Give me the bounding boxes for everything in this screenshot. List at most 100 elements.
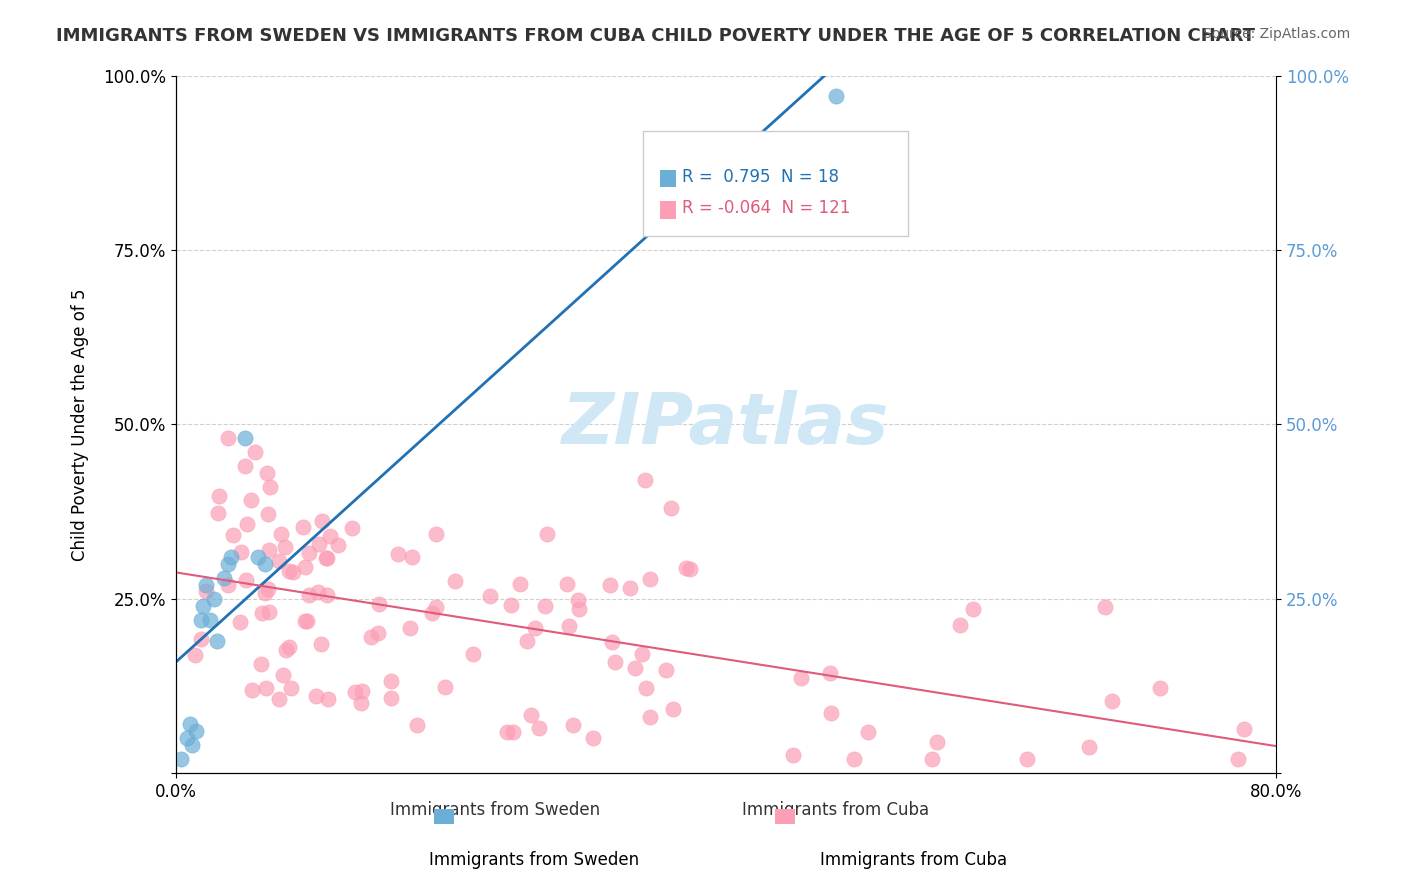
Point <box>294 614 316 628</box>
Point <box>675 561 697 575</box>
Point <box>679 561 702 575</box>
Point <box>190 632 212 646</box>
Point <box>297 546 319 560</box>
Point <box>257 606 280 620</box>
Point <box>200 613 222 627</box>
Point <box>247 549 270 564</box>
Point <box>582 731 605 746</box>
Point <box>276 643 298 657</box>
Point <box>638 709 661 723</box>
Point <box>236 517 259 532</box>
Point <box>179 717 201 731</box>
Point <box>242 682 264 697</box>
Point <box>231 545 253 559</box>
Point <box>502 725 524 739</box>
Point <box>425 527 447 541</box>
Text: Immigrants from Sweden: Immigrants from Sweden <box>389 801 600 819</box>
Point <box>844 752 866 766</box>
FancyBboxPatch shape <box>644 131 907 236</box>
Point <box>655 664 678 678</box>
Point <box>233 431 256 445</box>
Text: R =  0.795  N = 18: R = 0.795 N = 18 <box>682 168 839 186</box>
Point <box>219 549 242 564</box>
Text: R = -0.064  N = 121: R = -0.064 N = 121 <box>682 199 851 217</box>
Point <box>962 601 984 615</box>
Point <box>270 527 292 541</box>
Point <box>195 578 218 592</box>
Point <box>367 626 389 640</box>
Point <box>315 588 337 602</box>
Point <box>271 668 294 682</box>
Point <box>254 557 277 571</box>
Point <box>277 565 299 579</box>
Point <box>254 586 277 600</box>
Point <box>277 640 299 654</box>
Point <box>194 584 217 599</box>
Point <box>326 538 349 552</box>
Point <box>561 717 583 731</box>
Point <box>176 731 198 746</box>
Point <box>368 597 391 611</box>
Y-axis label: Child Poverty Under the Age of 5: Child Poverty Under the Age of 5 <box>72 288 89 561</box>
Point <box>281 565 304 579</box>
Point <box>600 635 623 649</box>
Point <box>233 459 256 474</box>
FancyBboxPatch shape <box>659 169 676 187</box>
Point <box>1094 600 1116 615</box>
Point <box>298 588 321 602</box>
Point <box>240 493 263 508</box>
Point <box>631 647 654 661</box>
Point <box>259 480 281 494</box>
Point <box>527 721 550 735</box>
Text: IMMIGRANTS FROM SWEDEN VS IMMIGRANTS FROM CUBA CHILD POVERTY UNDER THE AGE OF 5 : IMMIGRANTS FROM SWEDEN VS IMMIGRANTS FRO… <box>56 27 1256 45</box>
Point <box>186 724 208 739</box>
Point <box>568 601 591 615</box>
Point <box>558 618 581 632</box>
Point <box>256 582 278 596</box>
Point <box>221 527 243 541</box>
Point <box>360 631 382 645</box>
Point <box>925 735 948 749</box>
Text: Source: ZipAtlas.com: Source: ZipAtlas.com <box>1202 27 1350 41</box>
Point <box>305 690 328 704</box>
Point <box>420 606 443 620</box>
Point <box>634 473 657 487</box>
Point <box>401 549 423 564</box>
Point <box>555 577 578 591</box>
Text: Immigrants from Sweden: Immigrants from Sweden <box>429 851 640 869</box>
Point <box>1226 752 1249 766</box>
Point <box>509 576 531 591</box>
Point <box>202 591 225 606</box>
Point <box>267 692 290 706</box>
Point <box>820 706 842 720</box>
Point <box>207 506 229 520</box>
Point <box>294 560 316 574</box>
Point <box>516 634 538 648</box>
Point <box>662 702 685 716</box>
Point <box>1101 693 1123 707</box>
Point <box>181 739 204 753</box>
Point <box>1077 740 1099 755</box>
Point <box>523 621 546 635</box>
Point <box>307 585 329 599</box>
FancyBboxPatch shape <box>776 809 796 824</box>
Point <box>319 529 342 543</box>
Point <box>256 467 278 481</box>
Point <box>1149 681 1171 696</box>
Point <box>316 692 339 706</box>
Point <box>254 681 277 696</box>
Point <box>434 680 457 694</box>
Point <box>316 551 339 566</box>
Point <box>659 501 682 516</box>
Text: Immigrants from Cuba: Immigrants from Cuba <box>820 851 1008 869</box>
Point <box>350 683 373 698</box>
Point <box>309 637 332 651</box>
Point <box>921 752 943 766</box>
Point <box>193 599 215 613</box>
Point <box>267 554 290 568</box>
Point <box>273 540 295 554</box>
Text: Immigrants from Cuba: Immigrants from Cuba <box>742 801 929 819</box>
Point <box>534 599 557 613</box>
Point <box>818 666 841 681</box>
Point <box>790 671 813 685</box>
